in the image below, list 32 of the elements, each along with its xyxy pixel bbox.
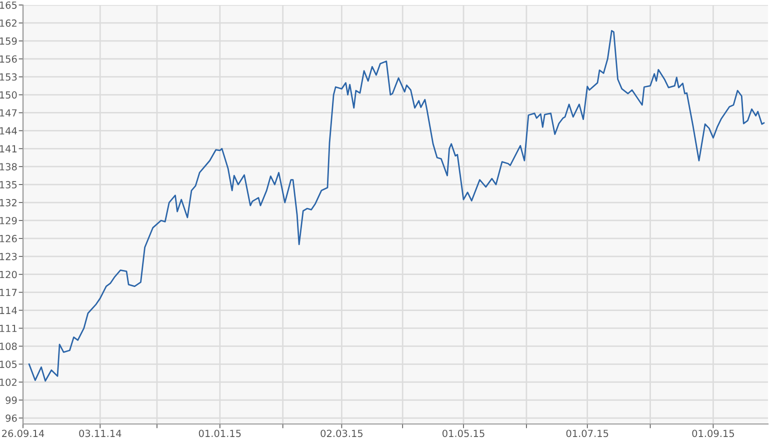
x-tick-label: 01.07.15 [566,430,608,438]
y-tick-label: 153 [0,73,17,81]
y-tick-label: 102 [0,378,16,386]
y-tick-label: 114 [0,306,17,314]
y-tick-label: 156 [0,55,17,63]
y-tick-label: 117 [0,288,17,296]
y-tick-label: 162 [0,19,16,27]
y-tick-label: 96 [6,414,17,422]
line-series [28,30,765,382]
y-tick-label: 99 [6,396,17,404]
y-tick-label: 123 [0,252,17,260]
y-tick-label: 141 [0,145,17,152]
y-tick-label: 120 [0,270,17,278]
y-tick-label: 138 [0,163,17,170]
y-tick-label: 126 [0,234,17,242]
y-tick-label: 135 [0,181,17,188]
y-tick-label: 108 [0,342,17,350]
y-tick-label: 159 [0,37,17,45]
x-tick-label: 03.11.14 [79,430,122,438]
x-tick-label: 26.09.14 [2,430,44,438]
x-tick-label: 01.05.15 [442,430,484,438]
x-tick-label: 01.01.15 [198,430,241,438]
y-tick-label: 144 [0,127,17,134]
x-tick-label: 01.09.15 [692,430,734,438]
y-tick-label: 150 [0,91,17,99]
y-tick-label: 165 [0,1,17,9]
y-tick-label: 111 [0,324,17,332]
y-tick-label: 105 [0,360,17,368]
y-tick-label: 147 [0,109,17,116]
y-tick-label: 132 [0,199,16,206]
y-tick-label: 129 [0,216,17,224]
x-tick-label: 02.03.15 [320,430,363,438]
